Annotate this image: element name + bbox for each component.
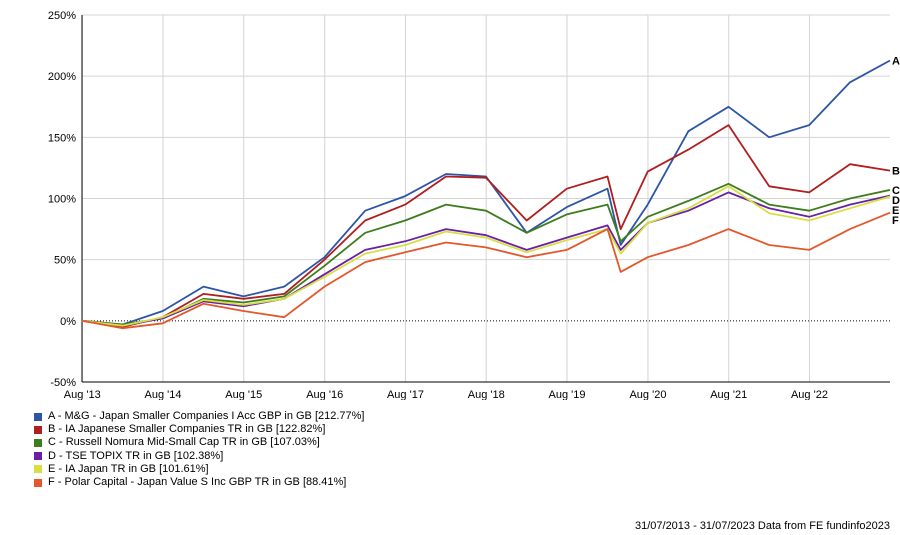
legend-swatch-a bbox=[34, 412, 42, 421]
x-tick-label: Aug '13 bbox=[64, 389, 101, 400]
legend-swatch-e bbox=[34, 465, 42, 474]
footer-source: 31/07/2013 - 31/07/2023 Data from FE fun… bbox=[634, 520, 890, 532]
legend-label-a: A - M&G - Japan Smaller Companies I Acc … bbox=[48, 410, 365, 422]
legend-item-d: D - TSE TOPIX TR in GB [102.38%] bbox=[34, 450, 365, 463]
legend: A - M&G - Japan Smaller Companies I Acc … bbox=[34, 410, 365, 489]
legend-label-b: B - IA Japanese Smaller Companies TR in … bbox=[48, 423, 326, 436]
legend-label-e: E - IA Japan TR in GB [101.61%] bbox=[48, 462, 209, 475]
legend-label-f: F - Polar Capital - Japan Value S Inc GB… bbox=[48, 476, 347, 489]
y-tick-label: 200% bbox=[48, 71, 76, 83]
legend-swatch-d bbox=[34, 452, 42, 461]
x-tick-label: Aug '21 bbox=[710, 389, 747, 400]
axes: -50% 0% 50% 100% 150% 200% 250% Aug '13 Aug '14 A… bbox=[48, 10, 890, 400]
legend-item-e: E - IA Japan TR in GB [101.61%] bbox=[34, 463, 365, 476]
series-end-label-e: E bbox=[892, 205, 899, 217]
x-tick-label: Aug '18 bbox=[468, 389, 505, 400]
x-tick-label: Aug '14 bbox=[144, 389, 181, 400]
x-tick-label: Aug '20 bbox=[629, 389, 666, 400]
legend-item-f: F - Polar Capital - Japan Value S Inc GB… bbox=[34, 476, 365, 489]
series-lines bbox=[81, 59, 891, 330]
chart: -50% 0% 50% 100% 150% 200% 250% Aug '13 Aug '14 A… bbox=[48, 10, 900, 400]
legend-swatch-f bbox=[34, 478, 42, 487]
y-tick-label: 50% bbox=[54, 255, 76, 267]
y-tick-label: 250% bbox=[48, 10, 76, 22]
legend-item-c: C - Russell Nomura Mid-Small Cap TR in G… bbox=[34, 436, 365, 449]
legend-label-c: C - Russell Nomura Mid-Small Cap TR in G… bbox=[48, 436, 320, 449]
y-tick-label: 0% bbox=[60, 316, 76, 328]
series-line-c bbox=[81, 182, 891, 326]
legend-label-d: D - TSE TOPIX TR in GB [102.38%] bbox=[48, 449, 224, 462]
x-tick-label: Aug '16 bbox=[306, 389, 343, 400]
y-tick-label: 150% bbox=[48, 132, 76, 144]
series-line-f bbox=[81, 211, 891, 330]
series-end-label-b: B bbox=[892, 166, 900, 178]
y-tick-label: -50% bbox=[50, 377, 76, 389]
x-tick-label: Aug '17 bbox=[387, 389, 424, 400]
series-end-label-d: D bbox=[892, 195, 900, 207]
series-end-label-f: F bbox=[892, 215, 899, 227]
legend-item-a: A - M&G - Japan Smaller Companies I Acc … bbox=[34, 410, 365, 423]
series-end-label-c: C bbox=[892, 185, 900, 197]
series-line-e bbox=[81, 185, 891, 327]
grid bbox=[81, 14, 890, 383]
legend-swatch-b bbox=[34, 425, 42, 434]
series-line-b bbox=[81, 124, 891, 328]
x-tick-label: Aug '22 bbox=[791, 389, 828, 400]
y-tick-label: 100% bbox=[48, 194, 76, 206]
legend-swatch-c bbox=[34, 439, 42, 447]
series-line-a bbox=[81, 59, 891, 326]
series-end-label-a: A bbox=[892, 56, 900, 68]
x-tick-label: Aug '15 bbox=[225, 389, 262, 400]
legend-item-b: B - IA Japanese Smaller Companies TR in … bbox=[34, 423, 365, 436]
x-tick-label: Aug '19 bbox=[548, 389, 585, 400]
